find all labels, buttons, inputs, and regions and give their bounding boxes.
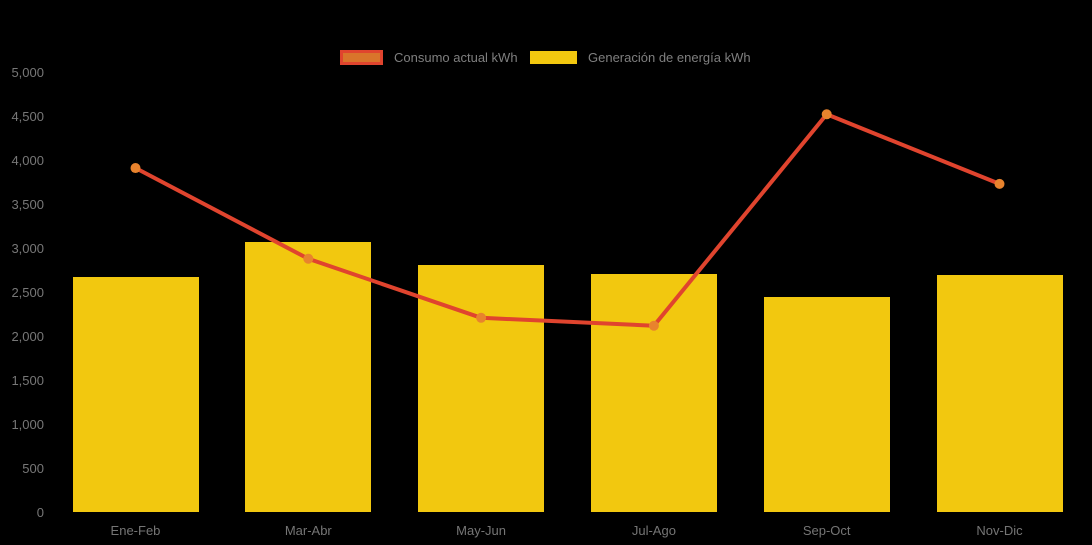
y-axis-tick-label: 3,000 [11, 240, 44, 256]
data-point-Nov-Dic[interactable] [994, 178, 1005, 189]
bar-Sep-Oct[interactable] [763, 296, 890, 513]
y-axis-tick-label: 1,500 [11, 372, 44, 388]
data-point-Mar-Abr[interactable] [303, 253, 314, 264]
legend-item-generacion[interactable]: Generación de energía kWh [530, 49, 751, 65]
y-axis-tick-label: 1,000 [11, 416, 44, 432]
legend-label: Generación de energía kWh [588, 49, 751, 65]
bar-Nov-Dic[interactable] [936, 274, 1063, 513]
bar-May-Jun[interactable] [418, 264, 545, 513]
legend-label: Consumo actual kWh [394, 49, 518, 65]
data-point-May-Jun[interactable] [476, 312, 487, 323]
data-point-Jul-Ago[interactable] [648, 320, 659, 331]
x-axis-category-label: Ene-Feb [110, 523, 161, 538]
y-axis-tick-label: 500 [22, 460, 44, 476]
x-axis-category-label: Sep-Oct [802, 523, 851, 538]
legend-swatch-line [340, 49, 383, 65]
y-axis-tick-label: 3,500 [11, 196, 44, 212]
y-axis-tick-label: 5,000 [11, 64, 44, 80]
x-axis-category-label: Jul-Ago [631, 523, 676, 538]
y-axis-tick-label: 4,500 [11, 108, 44, 124]
y-axis-tick-label: 2,000 [11, 328, 44, 344]
bar-Mar-Abr[interactable] [245, 242, 372, 513]
x-axis-category-label: Mar-Abr [284, 523, 332, 538]
y-axis-tick-label: 2,500 [11, 284, 44, 300]
y-axis-tick-label: 4,000 [11, 152, 44, 168]
legend-swatch-bar [530, 50, 577, 64]
bar-Jul-Ago[interactable] [590, 273, 717, 513]
data-point-Ene-Feb[interactable] [130, 163, 141, 174]
x-axis-category-label: Nov-Dic [976, 523, 1023, 538]
legend-item-consumo[interactable]: Consumo actual kWh [340, 49, 518, 65]
bar-Ene-Feb[interactable] [72, 277, 199, 513]
y-axis-tick-label: 0 [36, 505, 44, 520]
data-point-Sep-Oct[interactable] [821, 109, 832, 120]
consumo-line [134, 112, 1001, 328]
x-axis-category-label: May-Jun [456, 523, 507, 538]
